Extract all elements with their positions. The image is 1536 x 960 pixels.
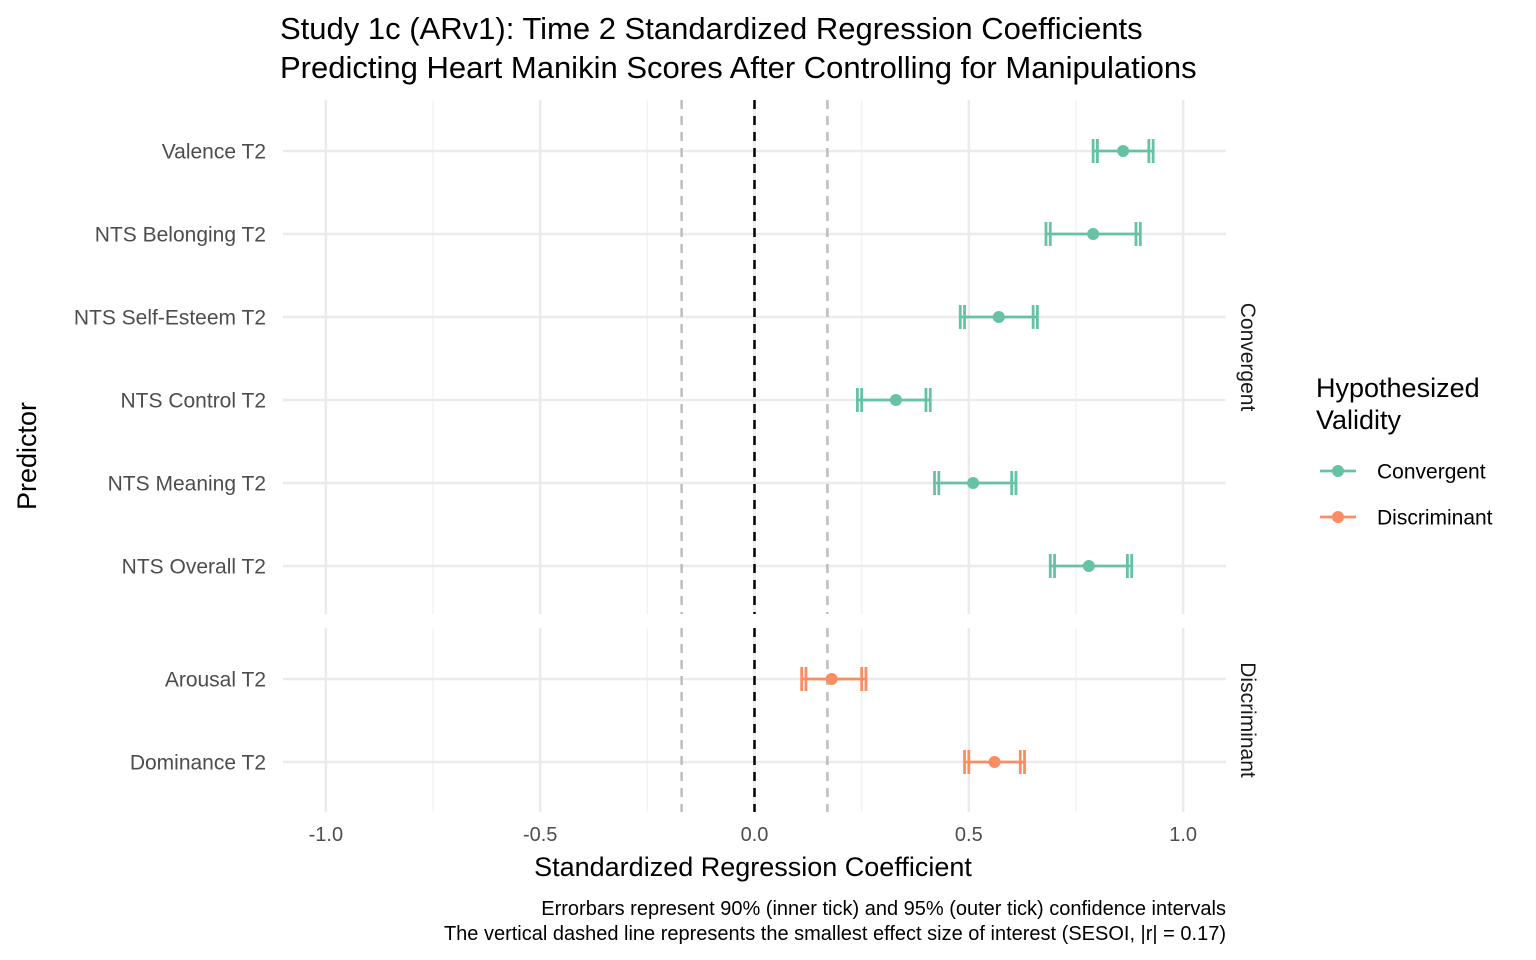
legend-key-point — [1332, 465, 1344, 477]
caption-line-2: The vertical dashed line represents the … — [444, 923, 1226, 945]
x-tick-label: 0.5 — [955, 824, 983, 846]
y-tick-label: NTS Belonging T2 — [95, 224, 266, 247]
y-axis-title: Predictor — [12, 402, 42, 510]
row-nts-self-esteem-t2: NTS Self-Esteem T2 — [74, 305, 1039, 330]
legend-entry-discriminant: Discriminant — [1320, 507, 1493, 530]
row-dominance-t2: Dominance T2 — [130, 750, 1026, 775]
y-tick-label: Arousal T2 — [165, 669, 266, 692]
legend-label: Convergent — [1377, 461, 1486, 484]
chart-title: Study 1c (ARv1): Time 2 Standardized Reg… — [280, 11, 1143, 46]
panel-discriminant: Arousal T2 Dominance T2 Discriminant — [130, 628, 1259, 812]
y-tick-label: NTS Control T2 — [121, 390, 267, 413]
x-axis-title: Standardized Regression Coefficient — [534, 852, 972, 882]
plot-panels: Valence T2 NTS Belonging T2 NTS Self-Estee… — [74, 100, 1259, 812]
caption-line-1: Errorbars represent 90% (inner tick) and… — [541, 898, 1226, 920]
point-estimate — [1082, 560, 1095, 572]
row-valence-t2: Valence T2 — [162, 139, 1155, 164]
row-nts-overall-t2: NTS Overall T2 — [122, 554, 1134, 579]
x-tick-label: 0.0 — [741, 824, 769, 846]
point-estimate — [988, 756, 1001, 768]
point-estimate — [889, 394, 902, 406]
row-arousal-t2: Arousal T2 — [165, 667, 868, 692]
point-estimate — [992, 311, 1005, 323]
row-nts-control-t2: NTS Control T2 — [121, 388, 932, 413]
y-tick-label: NTS Self-Esteem T2 — [74, 307, 266, 330]
y-tick-label: Valence T2 — [162, 141, 266, 164]
x-tick-label: -0.5 — [523, 824, 557, 846]
point-estimate — [967, 477, 980, 489]
row-nts-belonging-t2: NTS Belonging T2 — [95, 222, 1142, 247]
y-tick-label: NTS Overall T2 — [122, 556, 266, 579]
facet-strip-label: Discriminant — [1236, 662, 1259, 778]
legend-entry-convergent: Convergent — [1320, 461, 1486, 484]
facet-strip-label: Convergent — [1236, 303, 1259, 412]
y-tick-label: Dominance T2 — [130, 752, 266, 775]
x-tick-label: 1.0 — [1169, 824, 1197, 846]
row-nts-meaning-t2: NTS Meaning T2 — [108, 471, 1018, 496]
point-estimate — [825, 673, 838, 685]
legend-title-line: Validity — [1316, 405, 1402, 435]
legend-label: Discriminant — [1377, 507, 1493, 530]
x-tick-label: -1.0 — [309, 824, 343, 846]
point-estimate — [1117, 145, 1130, 157]
x-axis: -1.0 -0.5 0.0 0.5 1.0 — [309, 824, 1197, 846]
legend-key-point — [1332, 511, 1344, 523]
legend-title-line: Hypothesized — [1316, 373, 1480, 403]
y-tick-label: NTS Meaning T2 — [108, 473, 266, 496]
panel-convergent: Valence T2 NTS Belonging T2 NTS Self-Estee… — [74, 100, 1259, 614]
chart-subtitle: Predicting Heart Manikin Scores After Co… — [280, 50, 1197, 85]
point-estimate — [1087, 228, 1100, 240]
